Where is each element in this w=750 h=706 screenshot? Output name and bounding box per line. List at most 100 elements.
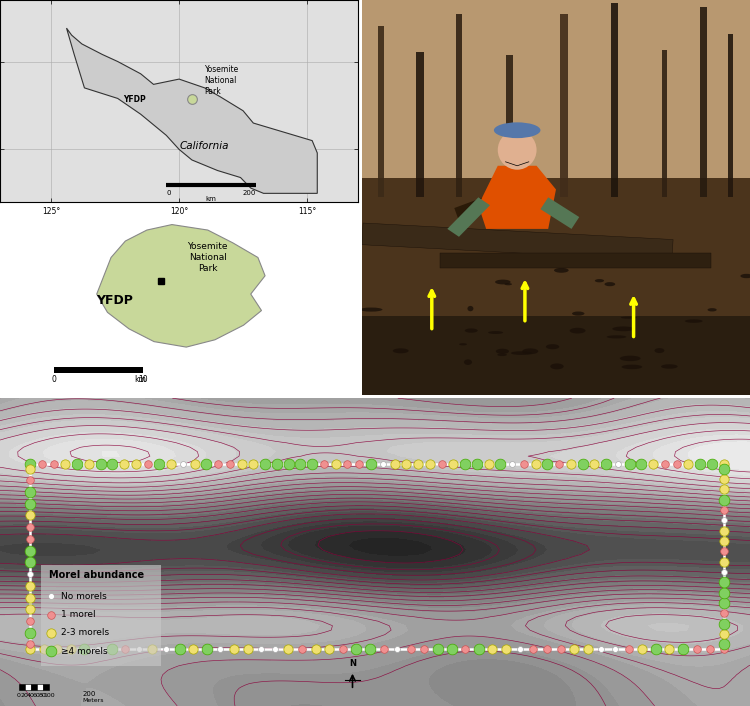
Point <box>636 643 648 654</box>
Point <box>106 643 118 654</box>
Bar <box>362 178 750 316</box>
Point <box>718 473 730 484</box>
Point <box>718 463 730 474</box>
Point <box>82 458 94 469</box>
Ellipse shape <box>494 122 541 138</box>
Point <box>228 643 240 654</box>
Ellipse shape <box>381 337 398 343</box>
Point <box>554 643 566 654</box>
Point <box>242 643 254 654</box>
Point <box>471 458 483 469</box>
Bar <box>37 684 43 690</box>
Point <box>600 458 612 469</box>
Ellipse shape <box>498 130 536 169</box>
Point <box>306 458 318 469</box>
Text: No morels: No morels <box>62 592 107 601</box>
Point <box>36 458 48 469</box>
Ellipse shape <box>734 328 744 331</box>
Point <box>296 643 308 654</box>
Point <box>405 643 417 654</box>
Point <box>119 643 131 654</box>
Point <box>718 587 730 599</box>
Point <box>589 458 601 469</box>
Point <box>718 566 730 578</box>
Text: YFDP: YFDP <box>123 95 146 104</box>
Point <box>541 643 553 654</box>
Point <box>376 458 388 469</box>
Bar <box>418 12 423 198</box>
Point <box>622 643 634 654</box>
Point <box>500 643 512 654</box>
Bar <box>362 0 750 178</box>
Point <box>718 556 730 568</box>
Bar <box>505 10 514 198</box>
Point <box>718 608 730 619</box>
Point <box>283 458 295 469</box>
Ellipse shape <box>436 310 451 316</box>
Point <box>24 604 36 615</box>
Point <box>177 458 189 469</box>
Point <box>51 643 63 654</box>
Point <box>446 643 458 654</box>
Point <box>432 643 444 654</box>
Text: Meters: Meters <box>82 698 104 703</box>
Ellipse shape <box>410 268 424 273</box>
Point <box>200 458 212 469</box>
Point <box>704 643 716 654</box>
Point <box>45 609 57 620</box>
Point <box>365 458 377 469</box>
Bar <box>362 178 750 395</box>
Point <box>565 458 577 469</box>
Point <box>188 458 200 469</box>
Point <box>494 458 506 469</box>
Ellipse shape <box>597 292 610 299</box>
Point <box>447 458 459 469</box>
Bar <box>379 18 384 198</box>
Point <box>568 643 580 654</box>
Point <box>706 458 718 469</box>
Point <box>165 458 177 469</box>
Point <box>506 458 518 469</box>
Ellipse shape <box>595 285 606 291</box>
Point <box>459 643 471 654</box>
Text: 10: 10 <box>139 376 148 385</box>
Point <box>330 458 342 469</box>
Point <box>71 458 83 469</box>
Ellipse shape <box>452 304 466 310</box>
Bar <box>43 684 49 690</box>
Polygon shape <box>97 225 265 347</box>
Ellipse shape <box>427 367 439 369</box>
Point <box>663 643 675 654</box>
Point <box>174 643 186 654</box>
Point <box>130 458 142 469</box>
Bar <box>440 253 711 268</box>
Ellipse shape <box>527 304 547 308</box>
Point <box>650 643 662 654</box>
Point <box>24 639 36 650</box>
Ellipse shape <box>633 342 654 345</box>
Point <box>718 597 730 609</box>
Text: Yosemite
National
Park: Yosemite National Park <box>205 65 239 96</box>
Point <box>24 557 36 568</box>
Polygon shape <box>478 166 556 229</box>
Text: California: California <box>180 141 230 151</box>
Point <box>718 628 730 640</box>
Ellipse shape <box>364 327 386 330</box>
Point <box>271 458 283 469</box>
Point <box>718 643 730 654</box>
Ellipse shape <box>447 271 466 275</box>
Point <box>59 458 71 469</box>
Ellipse shape <box>483 335 494 339</box>
Bar <box>662 36 668 198</box>
Point <box>24 458 36 469</box>
Point <box>718 546 730 557</box>
Point <box>350 643 362 654</box>
Point <box>24 474 36 486</box>
Ellipse shape <box>496 342 514 348</box>
Text: 80: 80 <box>39 693 46 698</box>
Point <box>412 458 424 469</box>
Point <box>24 522 36 533</box>
Ellipse shape <box>358 285 373 289</box>
Point <box>24 498 36 509</box>
Point <box>718 618 730 629</box>
